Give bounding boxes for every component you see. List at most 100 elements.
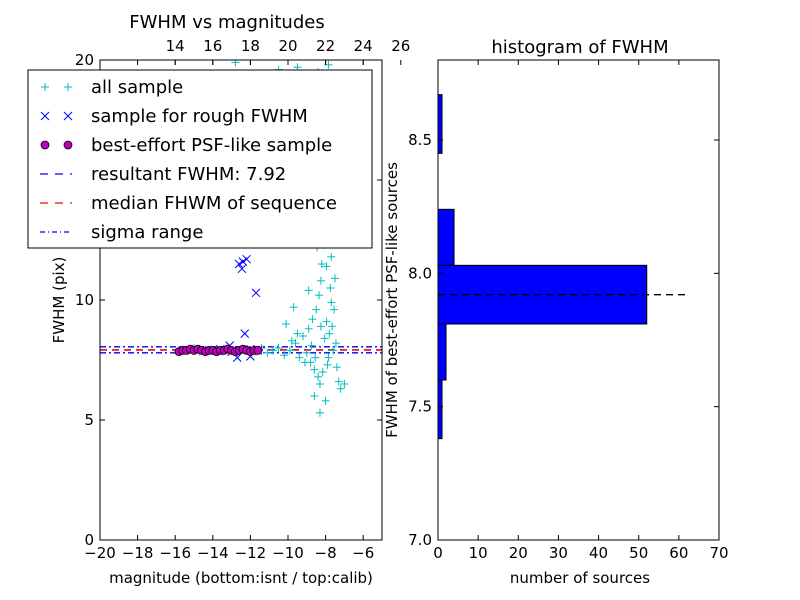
plus-marker (325, 329, 334, 338)
legend-label: median FHWM of sequence (91, 193, 337, 214)
x-tick-label: −10 (272, 544, 304, 562)
plus-marker (316, 276, 325, 285)
top-tick-label: 18 (241, 37, 260, 55)
x-marker (234, 259, 244, 269)
plus-marker (274, 344, 283, 352)
top-tick-label: 22 (316, 37, 335, 55)
legend-label: sample for rough FWHM (91, 106, 308, 127)
scatter-ticks: −20−18−16−14−12−10−8−6051015201416182022… (75, 37, 410, 562)
plus-marker (320, 334, 329, 343)
x-marker (242, 254, 251, 264)
plus-marker (327, 252, 336, 261)
plus-marker (322, 262, 331, 271)
legend-item: sample for rough FWHM (40, 106, 308, 127)
x-tick-label: −8 (315, 544, 337, 562)
x-tick-label: 40 (589, 544, 608, 562)
x-tick-label: 70 (709, 544, 728, 562)
legend-item: resultant FWHM: 7.92 (40, 164, 286, 185)
legend-label: resultant FWHM: 7.92 (91, 164, 286, 185)
plus-marker (307, 341, 316, 350)
plus-marker (318, 368, 327, 376)
plus-marker (321, 396, 330, 405)
histogram-ticks: 0 10 20 30 40 50 60 70 7.0 7.5 8.0 8.5 (408, 60, 729, 562)
plus-marker (315, 408, 324, 417)
plus-marker (282, 320, 291, 328)
top-tick-label: 16 (203, 37, 222, 55)
x-tick-label: 20 (509, 544, 528, 562)
legend-label: best-effort PSF-like sample (91, 135, 332, 156)
top-tick-label: 14 (166, 37, 185, 55)
histogram-axes-frame (437, 59, 720, 541)
scatter-y-label: FWHM (pix) (50, 257, 68, 344)
x-tick-label: 10 (469, 544, 488, 562)
legend-label: all sample (91, 77, 183, 98)
x-tick-label: 50 (629, 544, 648, 562)
x-marker (238, 257, 248, 266)
x-marker (63, 111, 73, 121)
x-tick-label: −6 (352, 544, 374, 562)
y-tick-label: 7.5 (408, 398, 432, 416)
plus-marker (312, 305, 321, 314)
y-tick-label: 0 (84, 531, 94, 549)
plus-marker (332, 363, 341, 372)
x-tick-label: 30 (549, 544, 568, 562)
plus-marker (331, 274, 339, 283)
plus-marker (326, 284, 335, 292)
top-tick-label: 24 (354, 37, 373, 55)
x-marker (237, 264, 247, 274)
plus-marker (322, 317, 331, 326)
plus-marker (41, 83, 49, 91)
scatter-x-label: magnitude (bottom:isnt / top:calib) (109, 569, 373, 587)
top-tick-label: 26 (391, 37, 410, 55)
plus-marker (299, 332, 308, 340)
legend-item: median FHWM of sequence (40, 193, 337, 214)
x-marker (251, 288, 261, 298)
plus-marker (302, 348, 311, 357)
plus-marker (323, 360, 332, 369)
legend-label: sigma range (91, 222, 203, 243)
plus-marker (289, 303, 298, 312)
plus-marker (263, 348, 272, 357)
plus-marker (328, 322, 337, 331)
plus-marker (295, 353, 304, 362)
plus-marker (287, 336, 296, 345)
histogram-bar (437, 264, 648, 325)
plus-marker (315, 380, 324, 388)
histogram-panel: 0 10 20 30 40 50 60 70 7.0 7.5 8.0 8.5 histogram of… (383, 37, 729, 587)
plus-marker (268, 346, 277, 355)
plus-marker (329, 346, 338, 355)
plus-marker (280, 351, 289, 360)
circle-marker (63, 140, 73, 150)
histogram-y-label: FWHM of best-effort PSF-like sources (383, 162, 401, 438)
x-tick-label: −18 (122, 544, 154, 562)
plus-marker (331, 339, 340, 348)
plus-marker (314, 372, 323, 381)
plus-marker (308, 315, 317, 324)
scatter-points (171, 60, 349, 417)
plus-marker (231, 60, 240, 67)
plus-marker (300, 358, 309, 367)
plus-marker (317, 260, 326, 268)
y-tick-label: 20 (75, 51, 94, 69)
histogram-bar (437, 323, 447, 381)
top-tick-label: 20 (278, 37, 297, 55)
scatter-title: FWHM vs magnitudes (129, 12, 324, 33)
histogram-bar (437, 379, 443, 440)
histogram-x-label: number of sources (510, 569, 650, 587)
legend-box (27, 69, 373, 249)
legend-item: best-effort PSF-like sample (40, 135, 332, 156)
plus-marker (327, 298, 336, 307)
x-tick-label: −12 (235, 544, 267, 562)
plus-marker (293, 329, 302, 338)
plus-marker (334, 377, 343, 386)
x-tick-label: −20 (84, 544, 116, 562)
x-tick-label: −14 (197, 544, 229, 562)
plus-marker (304, 324, 313, 333)
x-marker (240, 329, 250, 338)
plus-marker (310, 365, 319, 374)
plus-marker (64, 83, 72, 91)
plus-marker (336, 384, 345, 393)
plus-marker (340, 380, 349, 388)
circle-marker (253, 345, 263, 355)
histogram-title: histogram of FWHM (491, 37, 668, 58)
